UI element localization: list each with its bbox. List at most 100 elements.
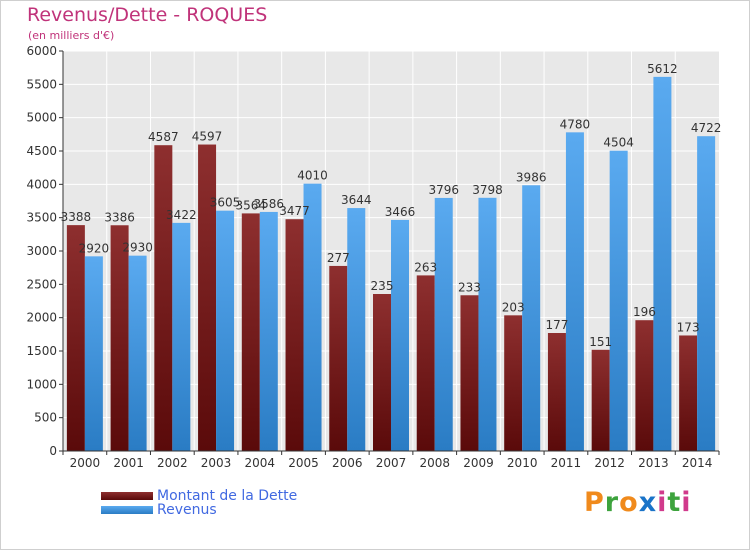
bar-debt [285, 219, 304, 451]
y-tick-label: 2000 [26, 311, 57, 325]
bar-debt [635, 320, 654, 451]
bar-revenue [84, 256, 103, 451]
data-label-debt: 3388 [61, 210, 92, 224]
data-label-revenue: 2930 [122, 241, 153, 255]
x-tick-label: 2011 [551, 456, 582, 470]
x-tick-label: 2001 [113, 456, 144, 470]
y-tick-label: 500 [34, 411, 57, 425]
data-label-revenue: 4504 [603, 136, 634, 150]
data-label-revenue: 3422 [166, 208, 197, 222]
y-tick-label: 1500 [26, 344, 57, 358]
bar-revenue [478, 197, 497, 451]
y-tick-label: 2500 [26, 277, 57, 291]
data-label-revenue: 2920 [79, 241, 110, 255]
x-tick-label: 2002 [157, 456, 188, 470]
data-label-revenue: 4010 [297, 169, 328, 183]
data-label-debt: 196 [633, 305, 656, 319]
logo-letter: t [667, 487, 682, 518]
y-tick-label: 0 [49, 444, 57, 458]
chart-title: Revenus/Dette - ROQUES [27, 4, 268, 26]
bar-revenue [172, 222, 191, 451]
data-label-debt: 233 [458, 280, 481, 294]
legend-item-revenue: Revenus [101, 502, 217, 518]
logo-letter: r [604, 487, 620, 518]
data-label-debt: 4587 [148, 130, 179, 144]
bar-debt [460, 295, 479, 451]
x-tick-label: 2013 [638, 456, 669, 470]
bar-revenue [522, 185, 541, 451]
x-tick-label: 2008 [419, 456, 450, 470]
y-tick-label: 5500 [26, 77, 57, 91]
x-tick-label: 2009 [463, 456, 494, 470]
bar-revenue [697, 136, 716, 451]
y-tick-label: 3000 [26, 244, 57, 258]
x-tick-label: 2014 [682, 456, 713, 470]
bar-revenue [434, 197, 453, 451]
bar-debt [373, 294, 391, 451]
bar-debt [416, 275, 435, 451]
data-label-debt: 151 [589, 335, 612, 349]
bar-debt [241, 213, 260, 451]
bar-revenue [259, 211, 278, 451]
data-label-debt: 3477 [279, 204, 310, 218]
y-tick-label: 3500 [26, 211, 57, 225]
bar-debt [504, 315, 523, 451]
logo-letter: P [584, 487, 605, 518]
bar-revenue [609, 150, 628, 451]
bar-revenue [653, 76, 672, 451]
bar-chart: 3388 2920 3386 2930 4587 3422 4597 360535643586… [26, 44, 722, 470]
legend-swatch-debt [101, 492, 153, 500]
bar-revenue [303, 183, 322, 451]
bar-revenue [391, 219, 409, 451]
data-label-revenue: 3466 [385, 205, 416, 219]
y-tick-label: 4500 [26, 144, 57, 158]
data-label-revenue: 5612 [647, 62, 678, 76]
data-label-debt: 173 [677, 320, 700, 334]
y-tick-label: 5000 [26, 111, 57, 125]
x-tick-label: 2010 [507, 456, 538, 470]
x-tick-label: 2003 [201, 456, 232, 470]
bar-debt [547, 333, 566, 451]
bar-debt [66, 225, 85, 451]
data-label-revenue: 3986 [516, 170, 547, 184]
data-label-debt: 3386 [104, 210, 135, 224]
legend-item-debt: Montant de la Dette [101, 488, 297, 504]
x-tick-label: 2012 [594, 456, 625, 470]
x-tick-label: 2007 [376, 456, 407, 470]
bar-revenue [565, 132, 584, 452]
x-tick-label: 2000 [70, 456, 101, 470]
data-label-debt: 235 [371, 279, 394, 293]
bar-revenue [128, 255, 147, 451]
bar-debt [679, 335, 698, 451]
data-label-revenue: 3644 [341, 193, 372, 207]
y-tick-label: 6000 [26, 44, 57, 58]
data-label-debt: 3564 [236, 198, 267, 212]
logo-letter: x [638, 487, 658, 518]
bar-debt [329, 265, 348, 451]
data-label-debt: 177 [545, 318, 568, 332]
chart-subtitle: (en milliers d'€) [28, 29, 115, 42]
data-label-revenue: 3586 [254, 197, 285, 211]
logo-letter: o [619, 487, 639, 518]
x-tick-label: 2006 [332, 456, 363, 470]
bar-debt [154, 145, 173, 451]
legend-swatch-revenue [101, 506, 153, 514]
data-label-revenue: 4722 [691, 121, 722, 135]
data-label-debt: 4597 [192, 130, 223, 144]
bar-debt [110, 225, 129, 451]
data-label-revenue: 3796 [428, 183, 459, 197]
legend-label-revenue: Revenus [157, 502, 217, 518]
logo-letter: i [681, 487, 692, 518]
bar-revenue [347, 208, 366, 451]
bar-debt [198, 144, 217, 452]
x-tick-label: 2005 [288, 456, 319, 470]
bar-debt [591, 349, 610, 451]
y-tick-label: 4000 [26, 177, 57, 191]
data-label-debt: 263 [414, 260, 437, 274]
legend-label-debt: Montant de la Dette [157, 488, 298, 504]
data-label-debt: 203 [502, 300, 525, 314]
data-label-revenue: 4780 [560, 117, 591, 131]
data-label-debt: 277 [327, 251, 350, 265]
bar-revenue [216, 210, 235, 451]
